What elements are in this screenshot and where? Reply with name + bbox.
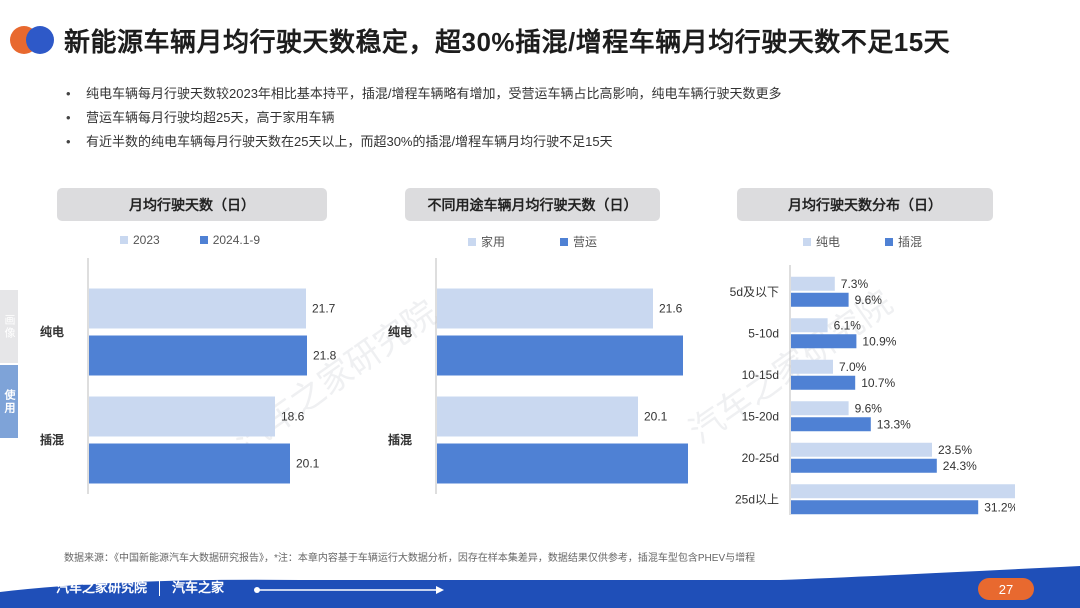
footer-wave xyxy=(0,566,1080,608)
data-label: 20.1 xyxy=(296,457,320,471)
category-label: 插混 xyxy=(40,432,64,447)
footer-brand-autohome: 汽车之家 xyxy=(172,580,225,595)
chart1-legend: 2023 2024.1-9 xyxy=(120,233,260,247)
data-label: 21.8 xyxy=(313,349,337,363)
legend-swatch xyxy=(199,236,208,244)
chart1-plot: 纯电 21.7 21.8 插混 18.6 20.1 xyxy=(40,258,337,494)
bar-light xyxy=(791,484,1015,499)
data-label: 7.3% xyxy=(841,277,869,291)
data-label: 24.3% xyxy=(943,459,977,473)
category-label: 5d及以下 xyxy=(730,285,779,299)
logo-blue-dot xyxy=(26,26,54,54)
bar-dark xyxy=(89,443,290,484)
legend-swatch xyxy=(885,237,894,246)
data-label: 18.6 xyxy=(281,410,305,424)
legend-item: 营运 xyxy=(560,233,597,250)
bar-dark xyxy=(791,500,979,515)
bar-dark xyxy=(437,335,683,376)
category-label: 5-10d xyxy=(748,326,779,340)
source-note: 数据来源：《中国新能源汽车大数据研究报告》，*注：本章内容基于车辆运行大数据分析… xyxy=(64,553,756,564)
legend-item: 2024.1-9 xyxy=(199,233,261,247)
bullet-item: 营运车辆每月行驶均超25天，高于家用车辆 xyxy=(64,108,782,132)
side-tab-profile[interactable]: 画像 xyxy=(0,290,18,363)
bar-light xyxy=(791,359,833,374)
chart2-legend: 家用 营运 xyxy=(468,233,597,250)
footer-band xyxy=(0,566,1080,608)
category-label: 15-20d xyxy=(742,409,779,423)
side-tab-usage[interactable]: 使用 xyxy=(0,365,18,438)
legend-swatch xyxy=(803,237,811,246)
legend-label: 插混 xyxy=(898,235,923,249)
data-label: 10.9% xyxy=(862,334,896,348)
bar-light xyxy=(791,401,849,416)
legend-swatch xyxy=(120,236,128,244)
category-label: 插混 xyxy=(388,432,412,447)
page-title: 新能源车辆月均行驶天数稳定，超30%插混/增程车辆月均行驶天数不足15天 xyxy=(64,27,951,57)
category-label: 纯电 xyxy=(40,324,64,339)
data-label: 31.2% xyxy=(984,500,1015,514)
data-label: 21.6 xyxy=(659,302,683,316)
footer-brand-institute: 汽车之家研究院 xyxy=(56,580,148,595)
bar-light xyxy=(791,442,932,457)
chart3-legend: 纯电 插混 xyxy=(803,233,922,250)
data-label: 20.1 xyxy=(644,410,668,424)
data-label: 9.6% xyxy=(855,293,883,307)
legend-item: 2023 xyxy=(120,233,160,247)
legend-item: 纯电 xyxy=(803,233,840,250)
data-label: 6.1% xyxy=(834,318,862,332)
legend-swatch xyxy=(468,237,476,246)
legend-label: 家用 xyxy=(481,235,506,249)
bar-light xyxy=(437,396,638,437)
chart1-title: 月均行驶天数（日） xyxy=(57,188,327,221)
footer-arrow-icon xyxy=(436,586,444,594)
bar-light xyxy=(791,318,828,333)
bar-dark xyxy=(791,375,856,390)
chart2-title: 不同用途车辆月均行驶天数（日） xyxy=(405,188,660,221)
bar-light xyxy=(791,276,835,291)
bar-light xyxy=(89,288,306,329)
legend-swatch xyxy=(560,237,569,246)
category-label: 20-25d xyxy=(742,451,779,465)
bullet-item: 纯电车辆每月行驶天数较2023年相比基本持平，插混/增程车辆略有增加，受营运车辆… xyxy=(64,84,782,108)
bullet-item: 有近半数的纯电车辆每月行驶天数在25天以上，而超30%的插混/增程车辆月均行驶不… xyxy=(64,132,782,156)
legend-label: 2024.1-9 xyxy=(212,233,261,247)
chart3-plot: 5d及以下 7.3% 9.6% 5-10d 6.1%10.9% 10-15d 7.0% 10.… xyxy=(730,265,1015,515)
data-label: 7.0% xyxy=(839,360,867,374)
data-label: 9.6% xyxy=(855,401,883,415)
bar-dark xyxy=(437,443,688,484)
bar-dark xyxy=(791,458,937,473)
legend-label: 纯电 xyxy=(816,235,841,249)
bar-dark xyxy=(791,292,849,307)
bar-dark xyxy=(791,334,857,349)
legend-label: 营运 xyxy=(573,235,598,249)
category-label: 10-15d xyxy=(742,368,779,382)
data-label: 21.7 xyxy=(312,302,336,316)
category-label: 纯电 xyxy=(388,324,412,339)
bar-light xyxy=(437,288,653,329)
legend-item: 家用 xyxy=(468,233,505,250)
category-label: 25d以上 xyxy=(735,492,779,506)
bar-dark xyxy=(791,417,871,432)
footer-dot xyxy=(254,587,260,593)
data-label: 23.5% xyxy=(938,443,972,457)
bar-light xyxy=(89,396,275,437)
data-label: 10.7% xyxy=(861,376,895,390)
bar-dark xyxy=(89,335,307,376)
page-number: 27 xyxy=(978,578,1034,600)
data-label: 13.3% xyxy=(877,417,911,431)
bullet-list: 纯电车辆每月行驶天数较2023年相比基本持平，插混/增程车辆略有增加，受营运车辆… xyxy=(64,84,782,156)
legend-label: 2023 xyxy=(133,233,160,247)
chart3-title: 月均行驶天数分布（日） xyxy=(737,188,993,221)
footer-separator xyxy=(159,577,161,596)
legend-item: 插混 xyxy=(885,233,922,250)
footer-logo: 汽车之家研究院 汽车之家 xyxy=(56,577,224,596)
